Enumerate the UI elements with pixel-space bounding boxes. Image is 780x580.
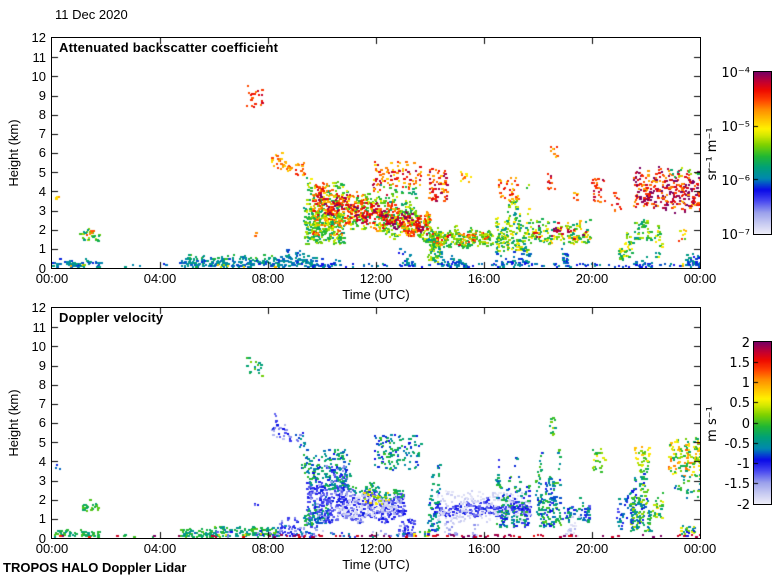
y-tick-label: 9 <box>38 88 46 103</box>
x-tick-label: 00:00 <box>683 541 717 556</box>
x-tick-label: 08:00 <box>251 541 285 556</box>
colorbar-tick-label: 10⁻⁴ <box>721 66 750 81</box>
y-tick-label: 7 <box>38 126 46 141</box>
y-tick-label: 7 <box>38 396 46 411</box>
y-tick-label: 9 <box>38 358 46 373</box>
doppler-x-axis-ticks: 00:00 04:00 08:00 12:00 16:00 20:00 00:00 <box>36 541 751 556</box>
doppler-x-axis-label: Time (UTC) <box>342 557 410 572</box>
x-tick-label: 00:00 <box>35 271 69 286</box>
colorbar-tick-label: 1.5 <box>729 356 750 371</box>
backscatter-x-axis-ticks: 00:00 04:00 08:00 12:00 16:00 20:00 00:00 <box>36 271 751 286</box>
y-tick-label: 2 <box>38 492 46 507</box>
colorbar-tick-label: -2 <box>737 498 750 513</box>
y-tick-label: 11 <box>32 50 47 65</box>
y-tick-label: 12 <box>31 300 46 315</box>
backscatter-y-axis-ticks: 0 1 2 3 4 5 6 7 8 9 10 11 12 <box>0 30 47 277</box>
colorbar-tick-label: 1 <box>741 376 750 391</box>
y-tick-label: 4 <box>38 184 46 199</box>
backscatter-heatmap-canvas <box>52 38 700 268</box>
x-tick-label: 00:00 <box>35 541 69 556</box>
backscatter-colorbar-unit-label: sr⁻¹ m⁻¹ <box>705 127 720 181</box>
backscatter-x-axis-label: Time (UTC) <box>342 287 410 302</box>
x-tick-label: 00:00 <box>683 271 717 286</box>
backscatter-panel: Attenuated backscatter coefficient <box>51 37 701 269</box>
x-tick-label: 12:00 <box>359 541 393 556</box>
colorbar-tick-label: 2 <box>741 336 750 351</box>
doppler-panel-title: Doppler velocity <box>59 310 164 325</box>
x-tick-label: 12:00 <box>359 271 393 286</box>
x-tick-label: 04:00 <box>143 541 177 556</box>
colorbar-tick-label: 10⁻⁵ <box>721 120 750 135</box>
backscatter-panel-title: Attenuated backscatter coefficient <box>59 40 279 55</box>
y-tick-label: 1 <box>38 511 46 526</box>
x-tick-label: 08:00 <box>251 271 285 286</box>
colorbar-tick-label: 0 <box>741 417 750 432</box>
y-tick-label: 8 <box>38 377 46 392</box>
colorbar-tick-label: 10⁻⁶ <box>721 174 750 189</box>
y-tick-label: 11 <box>32 320 47 335</box>
doppler-colorbar-ticks: 2 1.5 1 0.5 0 -0.5 -1 -1.5 -2 <box>704 336 750 513</box>
y-tick-label: 0 <box>38 531 46 546</box>
y-tick-label: 10 <box>31 69 46 84</box>
instrument-footer-label: TROPOS HALO Doppler Lidar <box>3 560 187 575</box>
x-tick-label: 20:00 <box>575 271 609 286</box>
y-tick-label: 1 <box>38 241 46 256</box>
backscatter-colorbar <box>753 71 772 235</box>
y-tick-label: 5 <box>38 435 46 450</box>
date-label: 11 Dec 2020 <box>55 7 128 22</box>
x-tick-label: 16:00 <box>467 541 501 556</box>
y-tick-label: 6 <box>38 415 46 430</box>
backscatter-colorbar-canvas <box>754 72 771 234</box>
y-tick-label: 0 <box>38 261 46 276</box>
y-tick-label: 3 <box>38 473 46 488</box>
backscatter-y-axis-label: Height (km) <box>6 119 21 187</box>
colorbar-tick-label: 10⁻⁷ <box>721 228 750 243</box>
doppler-colorbar <box>753 341 772 505</box>
colorbar-tick-label: -1 <box>737 457 750 472</box>
colorbar-tick-label: -0.5 <box>724 437 750 452</box>
y-tick-label: 6 <box>38 145 46 160</box>
y-tick-label: 5 <box>38 165 46 180</box>
doppler-y-axis-ticks: 0 1 2 3 4 5 6 7 8 9 10 11 12 <box>0 300 47 547</box>
doppler-colorbar-unit-label: m s⁻¹ <box>705 406 720 442</box>
y-tick-label: 8 <box>38 107 46 122</box>
doppler-y-axis-label: Height (km) <box>6 389 21 457</box>
y-tick-label: 12 <box>31 30 46 45</box>
y-tick-label: 10 <box>31 339 46 354</box>
colorbar-tick-label: -1.5 <box>724 477 750 492</box>
backscatter-colorbar-ticks: 10⁻⁴ 10⁻⁵ 10⁻⁶ 10⁻⁷ <box>704 66 750 243</box>
x-tick-label: 16:00 <box>467 271 501 286</box>
x-tick-label: 04:00 <box>143 271 177 286</box>
y-tick-label: 3 <box>38 203 46 218</box>
y-tick-label: 2 <box>38 222 46 237</box>
doppler-colorbar-canvas <box>754 342 771 504</box>
doppler-panel: Doppler velocity <box>51 307 701 539</box>
x-tick-label: 20:00 <box>575 541 609 556</box>
y-tick-label: 4 <box>38 454 46 469</box>
colorbar-tick-label: 0.5 <box>729 396 750 411</box>
doppler-heatmap-canvas <box>52 308 700 538</box>
